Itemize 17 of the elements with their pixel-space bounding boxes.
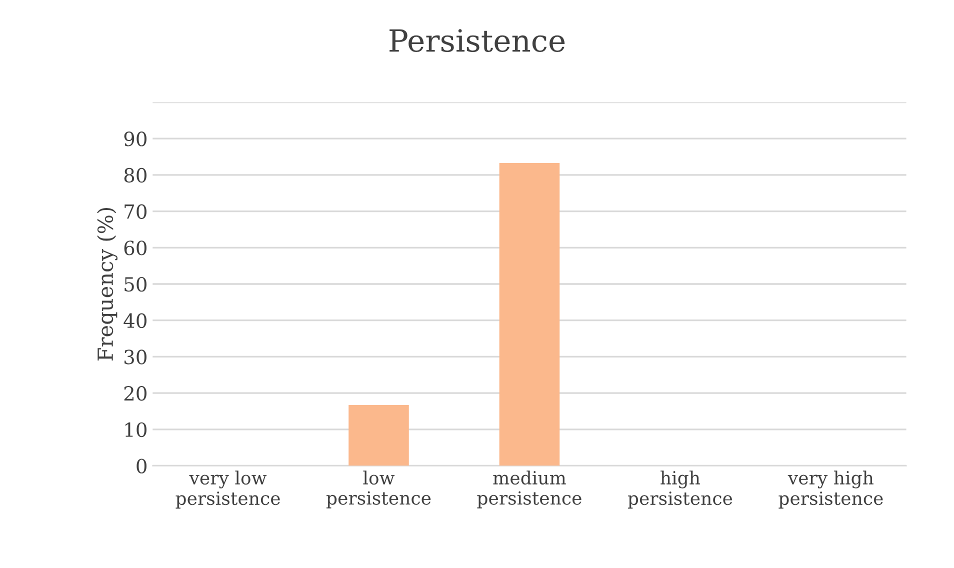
x-tick-label: very low persistence <box>176 470 280 509</box>
y-tick-label: 50 <box>124 276 146 292</box>
y-tick-label: 80 <box>124 168 146 183</box>
y-axis-title: Frequency (%) <box>97 208 118 361</box>
y-tick-label: 0 <box>136 458 146 474</box>
x-tick-label: medium persistence <box>477 470 582 508</box>
x-tick-label: high persistence <box>628 470 732 509</box>
y-tick-label: 60 <box>124 240 146 256</box>
y-tick-label: 20 <box>124 386 146 401</box>
x-tick-label: low persistence <box>326 470 431 508</box>
y-tick-label: 10 <box>125 422 146 438</box>
chart-title: Persistence <box>390 29 565 52</box>
y-tick-label: 40 <box>124 313 146 328</box>
y-tick-label: 70 <box>124 204 146 219</box>
x-tick-label: very high persistence <box>778 470 883 509</box>
y-tick-label: 30 <box>124 350 146 364</box>
y-tick-label: 90 <box>124 132 146 146</box>
